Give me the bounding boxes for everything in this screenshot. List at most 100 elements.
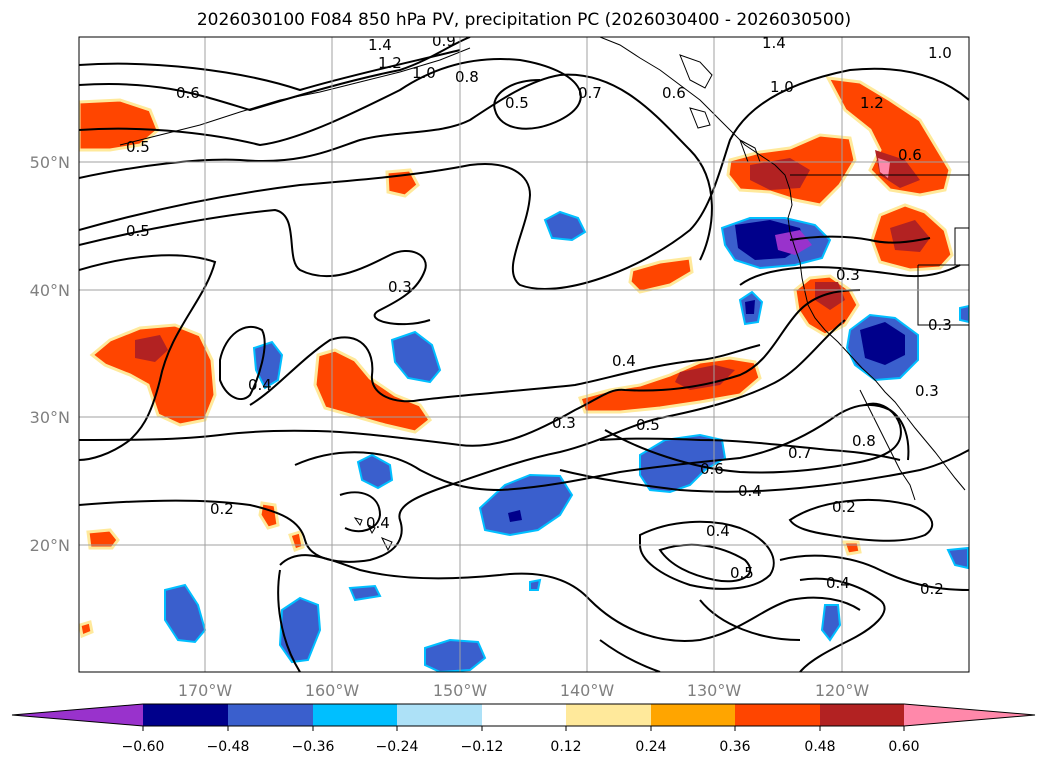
coastline-hawaii [353,517,393,552]
contour-label: 0.5 [126,138,150,156]
pv-contour [779,554,969,591]
pv-contour [799,577,886,672]
colorbar-tick-label: 0.48 [804,739,835,755]
pv-contour [739,264,961,286]
contour-label: 0.3 [836,266,860,284]
precip-negative-area [946,546,969,570]
contour-label: 0.4 [612,352,636,370]
contour-label: 0.6 [176,84,200,102]
precip-strong-negative-core [860,322,905,365]
precip-negative-area [820,604,842,642]
lon-label: 140°W [560,681,615,700]
precip-positive-area [825,76,952,197]
precip-positive-area [89,323,217,427]
contour-label: 0.6 [700,460,724,478]
contour-label: 0.4 [826,574,850,592]
colorbar-segment [313,704,398,726]
contour-label: 1.0 [770,78,794,96]
colorbar-tick-label: 0.36 [719,739,750,755]
colorbar-segment [651,704,736,726]
pv-contour [788,499,934,542]
colorbar-tick-label: −0.36 [292,739,335,755]
lon-label: 170°W [178,681,233,700]
precip-strong-positive-core [135,335,168,362]
contour-label: 0.3 [388,278,412,296]
pv-contour [789,235,931,244]
figure-title: 2026030100 F084 850 hPa PV, precipitatio… [197,10,851,30]
colorbar-tick-label: 0.12 [550,739,581,755]
pv-contour [559,449,969,493]
contour-label: 1.0 [412,64,436,82]
map-panel: 1.4 1.2 0.9 1.0 0.8 0.6 0.5 0.5 0.7 0.6 … [30,32,970,700]
coastline-border [790,174,969,326]
pv-contour [249,336,761,406]
pv-contour [79,73,713,261]
precip-negative-area [348,584,382,602]
precip-negative-area [390,330,442,384]
map-frame [78,36,970,673]
colorbar-tick-label: 0.60 [888,739,919,755]
contour-label: 0.6 [662,84,686,102]
pv-contour [79,208,431,326]
contour-label: 0.3 [552,414,576,432]
precip-positive-area [841,540,862,556]
contour-label: 0.4 [738,482,762,500]
precip-positive-area [79,620,94,639]
precip-strong-negative-core [508,510,522,522]
pv-contour [339,491,382,533]
contour-label: 0.4 [248,376,272,394]
pv-contour [279,554,861,642]
lon-label: 150°W [433,681,488,700]
contour-label: 0.4 [706,522,730,540]
contour-label: 0.3 [928,316,952,334]
pv-contour [604,402,902,474]
lat-labels: 50°N 40°N 30°N 20°N [30,153,70,555]
colorbar-tick-label: −0.12 [461,739,504,755]
precip-negative-area [529,578,542,591]
contour-label: 0.7 [578,84,602,102]
pv-contour [79,254,217,461]
lat-label: 50°N [30,153,70,172]
pv-contour [219,325,266,400]
pv-contour [79,58,582,147]
pv-contour [79,67,969,290]
precip-negative-area [543,210,587,242]
coastline-baja [859,389,916,501]
precip-negative-area [356,453,394,490]
contour-label: 1.0 [928,44,952,62]
colorbar: −0.60 −0.48 −0.36 −0.24 −0.12 0.12 0.24 … [11,703,1036,755]
contour-label: 0.6 [898,146,922,164]
precip-strong-positive-core [750,158,810,190]
contour-label: 1.2 [378,54,402,72]
precip-strong-positive-core [875,150,920,188]
colorbar-segment [820,704,905,726]
contour-label: 1.2 [860,94,884,112]
pv-contour [599,437,901,461]
precip-negative-area [252,340,284,390]
precip-strong-negative-core [745,300,755,314]
lon-label: 130°W [687,681,742,700]
precip-negative-area [164,583,207,644]
contour-label: 0.5 [126,222,150,240]
colorbar-tick-label: −0.48 [207,739,250,755]
pv-contour [79,289,861,447]
colorbar-extend-max [904,704,1035,726]
pv-contour [79,319,846,563]
colorbar-ticks [142,726,905,731]
colorbar-tick-label: −0.24 [376,739,419,755]
contour-label: 0.9 [432,32,456,50]
contour-label: 0.5 [730,564,754,582]
colorbar-tick-label: −0.60 [122,739,165,755]
pv-contour [599,639,661,672]
contour-label: 0.8 [852,432,876,450]
colorbar-extend-min [12,704,143,726]
precip-negative-area [278,596,322,664]
colorbar-tick-label: 0.24 [635,739,666,755]
pv-contour [699,599,801,641]
colorbar-segment [482,704,567,726]
coastline-aleutians [119,47,471,146]
lon-label: 160°W [305,681,360,700]
colorbar-segment [397,704,483,726]
precip-positive-area [313,348,433,434]
